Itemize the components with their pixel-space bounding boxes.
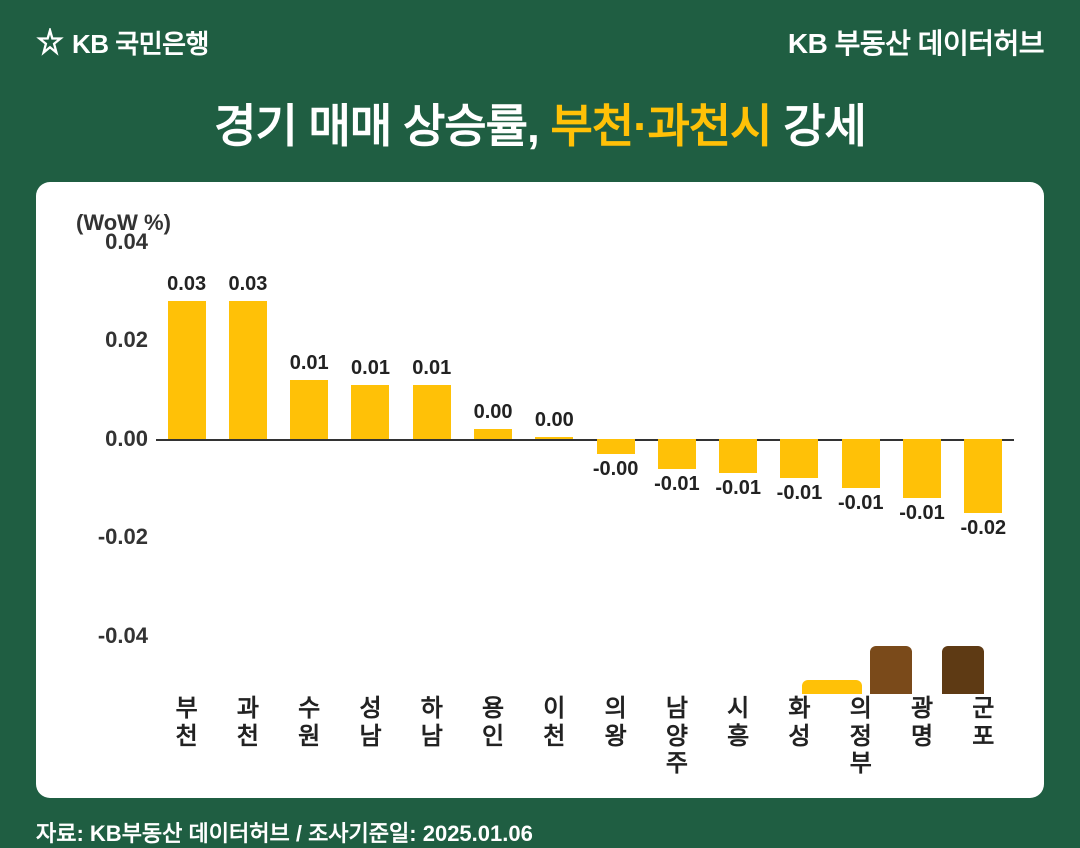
bar-column: -0.02: [953, 242, 1014, 685]
title-highlight: 부천·과천시: [551, 100, 772, 152]
bar-column: 0.00: [462, 242, 523, 685]
y-tick-label: 0.02: [105, 327, 148, 353]
deco-bar: [920, 654, 934, 694]
star-icon: [36, 28, 64, 56]
bar-column: 0.03: [156, 242, 217, 685]
bar: [168, 301, 206, 439]
source-text: KB부동산 데이터허브: [90, 821, 290, 846]
bar-column: 0.01: [279, 242, 340, 685]
x-category-label: 과천: [217, 695, 278, 778]
plot-area: 0.030.030.010.010.010.000.00-0.00-0.01-0…: [156, 242, 1014, 685]
title-part2: 강세: [771, 100, 865, 152]
bar: [351, 385, 389, 439]
bar: [658, 439, 696, 469]
chart-card: (WoW %) 0.040.020.00-0.02-0.04 0.030.030…: [36, 182, 1044, 798]
header: KB 국민은행 KB 부동산 데이터허브: [0, 0, 1080, 72]
bar-column: -0.01: [830, 242, 891, 685]
bar-value-label: 0.03: [211, 273, 285, 296]
bar: [290, 380, 328, 439]
date-prefix: / 조사기준일:: [290, 821, 423, 846]
deco-bar: [942, 646, 984, 694]
bar-column: 0.01: [401, 242, 462, 685]
bar-value-label: 0.01: [395, 357, 469, 380]
x-category-label: 용인: [462, 695, 523, 778]
decorative-bars: [802, 646, 984, 694]
x-category-label: 광명: [891, 695, 952, 778]
x-category-label: 수원: [279, 695, 340, 778]
bar-column: -0.00: [585, 242, 646, 685]
bar: [964, 439, 1002, 513]
y-tick-label: -0.04: [98, 623, 148, 649]
page-title: 경기 매매 상승률, 부천·과천시 강세: [0, 72, 1080, 182]
bar-value-label: 0.00: [518, 409, 592, 432]
x-category-label: 의정부: [830, 695, 891, 778]
logo-left: KB 국민은행: [36, 24, 209, 61]
deco-bar: [802, 680, 862, 694]
bar: [903, 439, 941, 498]
y-tick-label: 0.00: [105, 426, 148, 452]
x-category-label: 시흥: [708, 695, 769, 778]
bar: [842, 439, 880, 488]
x-category-label: 화성: [769, 695, 830, 778]
source-prefix: 자료:: [36, 821, 90, 846]
x-category-label: 의왕: [585, 695, 646, 778]
logo-left-text: KB 국민은행: [72, 24, 209, 61]
date-text: 2025.01.06: [423, 821, 533, 846]
x-category-label: 군포: [953, 695, 1014, 778]
y-tick-label: -0.02: [98, 524, 148, 550]
x-category-label: 남양주: [646, 695, 707, 778]
bar: [719, 439, 757, 473]
y-axis: 0.040.020.00-0.02-0.04: [66, 242, 156, 685]
bar-column: 0.03: [217, 242, 278, 685]
bar-column: -0.01: [769, 242, 830, 685]
logo-right-text: KB 부동산 데이터허브: [788, 28, 1044, 59]
bar-column: 0.00: [524, 242, 585, 685]
bar: [474, 429, 512, 439]
bars-container: 0.030.030.010.010.010.000.00-0.00-0.01-0…: [156, 242, 1014, 685]
bar-column: -0.01: [708, 242, 769, 685]
bar-column: -0.01: [891, 242, 952, 685]
bar-value-label: -0.02: [947, 517, 1021, 540]
y-axis-unit: (WoW %): [76, 210, 1014, 236]
page-root: KB 국민은행 KB 부동산 데이터허브 경기 매매 상승률, 부천·과천시 강…: [0, 0, 1080, 848]
x-category-label: 이천: [524, 695, 585, 778]
x-axis-labels: 부천과천수원성남하남용인이천의왕남양주시흥화성의정부광명군포: [156, 685, 1014, 778]
bar: [535, 437, 573, 439]
title-part1: 경기 매매 상승률,: [214, 100, 550, 152]
bar: [413, 385, 451, 439]
logo-right: KB 부동산 데이터허브: [788, 22, 1044, 62]
deco-bar: [870, 646, 912, 694]
footer-source: 자료: KB부동산 데이터허브 / 조사기준일: 2025.01.06: [0, 798, 1080, 848]
bar: [597, 439, 635, 454]
bar: [229, 301, 267, 439]
y-tick-label: 0.04: [105, 229, 148, 255]
x-category-label: 성남: [340, 695, 401, 778]
x-category-label: 하남: [401, 695, 462, 778]
bar-column: -0.01: [646, 242, 707, 685]
bar: [780, 439, 818, 478]
bar-column: 0.01: [340, 242, 401, 685]
x-category-label: 부천: [156, 695, 217, 778]
chart-plot: 0.040.020.00-0.02-0.04 0.030.030.010.010…: [66, 242, 1014, 685]
